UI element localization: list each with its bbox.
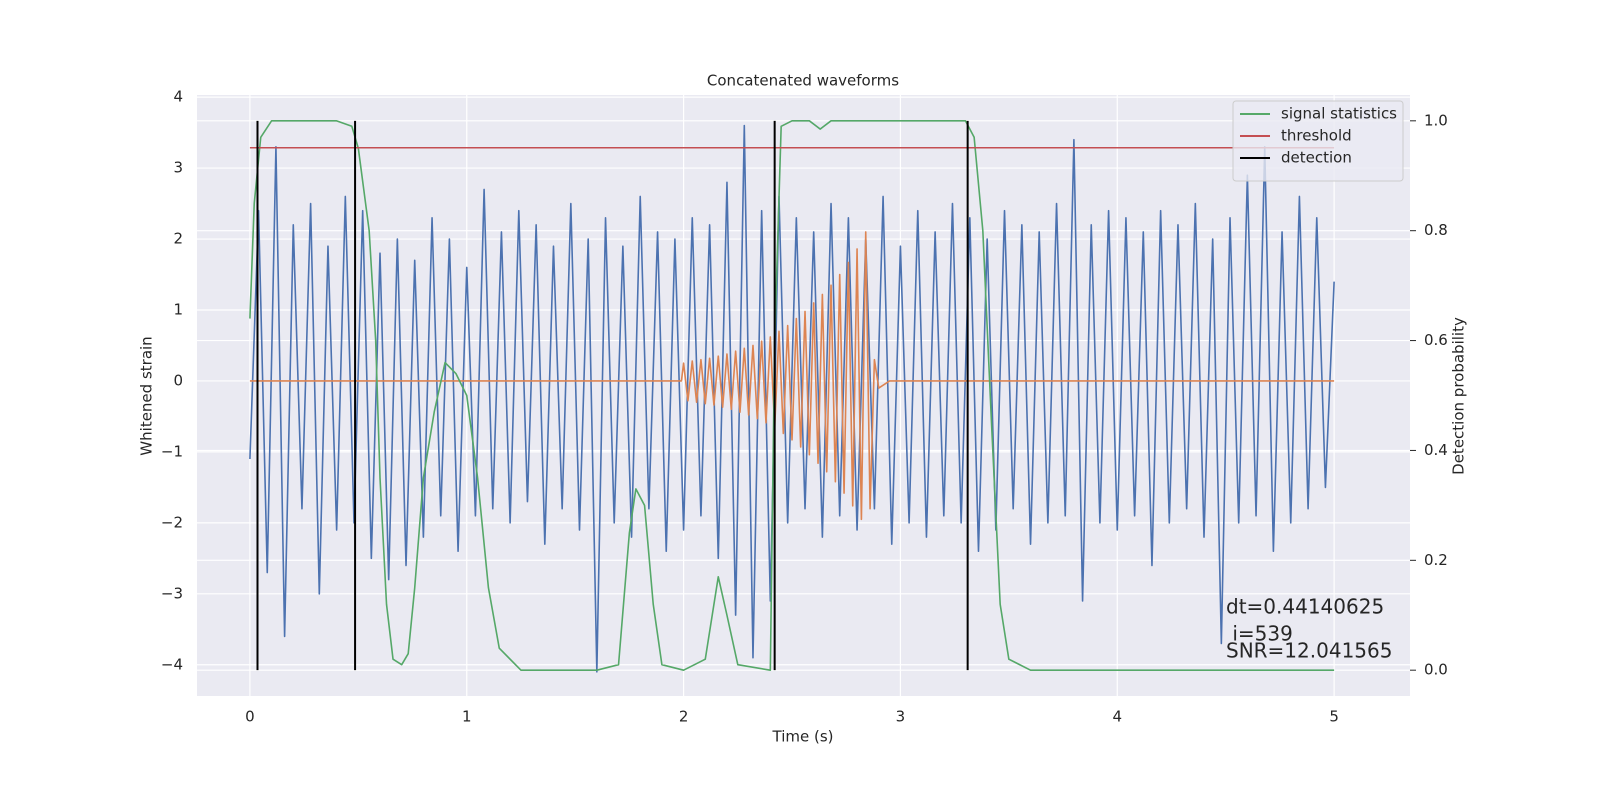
- annotation: SNR=12.041565: [1226, 639, 1392, 663]
- y-tick-label: 2: [173, 230, 183, 248]
- x-tick-label: 0: [245, 708, 255, 726]
- y-tick-label: 4: [173, 88, 183, 106]
- y2-axis-label: Detection probability: [1450, 317, 1468, 475]
- plot-content: [249, 120, 1335, 673]
- y-tick-label: 1: [173, 300, 183, 318]
- x-tick-label: 3: [896, 708, 906, 726]
- legend-label: signal statistics: [1281, 105, 1397, 123]
- series-line: [249, 120, 1335, 671]
- annotation: dt=0.44140625: [1226, 595, 1384, 619]
- legend-label: detection: [1281, 149, 1352, 167]
- x-tick-label: 4: [1112, 708, 1122, 726]
- y2-tick-label: 0.4: [1424, 441, 1448, 459]
- x-tick-label: 2: [679, 708, 689, 726]
- annotation: i=539: [1226, 622, 1293, 646]
- y-tick-label: 0: [173, 371, 183, 389]
- x-tick-label: 5: [1329, 708, 1339, 726]
- y2-tick-label: 0.6: [1424, 331, 1448, 349]
- legend-box: [1232, 100, 1404, 182]
- x-axis-label: Time (s): [772, 728, 834, 746]
- y2-tick-label: 0.0: [1424, 661, 1448, 679]
- y-tick-label: 3: [173, 159, 183, 177]
- legend-label: threshold: [1281, 127, 1352, 145]
- series-line: [249, 231, 1335, 521]
- y2-tick-label: 1.0: [1424, 111, 1448, 129]
- legend: signal statistics threshold detection: [1232, 100, 1404, 182]
- y-tick-label: −2: [161, 513, 183, 531]
- y2-tick-label: 0.2: [1424, 551, 1448, 569]
- x-tick-label: 1: [462, 708, 472, 726]
- series-line: [249, 124, 1335, 673]
- y-tick-label: −3: [161, 584, 183, 602]
- y-tick-label: −1: [161, 442, 183, 460]
- chart-title: Concatenated waveforms: [707, 72, 899, 90]
- y-tick-label: −4: [161, 655, 183, 673]
- y-axis-label: Whitened strain: [138, 336, 156, 455]
- y2-tick-label: 0.8: [1424, 221, 1448, 239]
